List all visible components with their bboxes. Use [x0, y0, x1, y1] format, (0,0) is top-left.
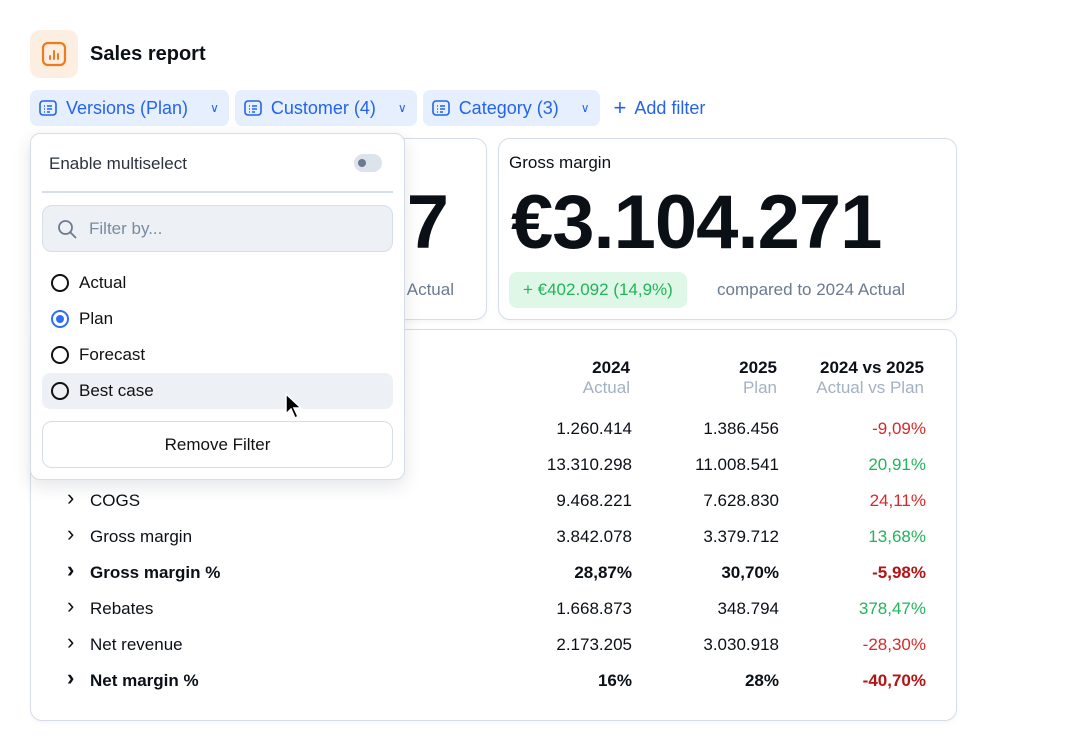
value-diff: -5,98%: [872, 563, 926, 582]
filter-chip-label: Category (3): [458, 97, 559, 118]
filter-search-input[interactable]: [89, 218, 349, 239]
add-filter-button[interactable]: + Add filter: [614, 95, 706, 121]
table-row[interactable]: › Gross margin % 28,87% 30,70% -5,98%: [31, 555, 956, 591]
option-best-case[interactable]: Best case: [42, 373, 393, 409]
multiselect-label: Enable multiselect: [49, 154, 187, 173]
option-label: Best case: [79, 381, 154, 400]
app-logo: [30, 30, 78, 78]
table-row[interactable]: › Rebates 1.668.873 348.794 378,47%: [31, 591, 956, 627]
list-filter-icon: [431, 100, 450, 116]
filter-chip[interactable]: Customer (4) ∨: [234, 90, 417, 126]
value-2025: 30,70%: [721, 563, 779, 582]
option-label: Forecast: [79, 345, 146, 364]
column-version: Actual vs Plan: [816, 378, 924, 397]
value-2025: 28%: [744, 671, 779, 690]
value-2025: 7.628.830: [703, 491, 779, 510]
page-title: Sales report: [90, 43, 206, 65]
value-diff: 13,68%: [868, 527, 926, 546]
value-2024: 16%: [597, 671, 632, 690]
row-label: Rebates: [90, 599, 154, 618]
list-filter-icon: [244, 100, 262, 116]
multiselect-toggle[interactable]: [354, 154, 382, 172]
mouse-cursor-icon: [285, 392, 303, 420]
chevron-down-icon: ∨: [580, 101, 590, 115]
filter-chip-label: Customer (4): [270, 97, 376, 118]
value-diff: -9,09%: [872, 419, 926, 438]
column-year: 2024 vs 2025: [820, 358, 924, 377]
row-label: Net revenue: [90, 635, 183, 654]
kpi-value: 7: [406, 180, 449, 265]
value-diff: -40,70%: [862, 671, 926, 690]
search-icon: [58, 219, 77, 238]
value-diff: 24,11%: [869, 491, 926, 510]
row-label: Gross margin: [90, 527, 193, 546]
chevron-right-icon[interactable]: ›: [67, 521, 75, 546]
chevron-down-icon: ∨: [397, 101, 407, 115]
list-filter-icon: [39, 100, 57, 116]
report-table: 2024 Actual 2025 Plan 2024 vs 2025 Actual vs …: [30, 329, 957, 721]
value-2024: 13.310.298: [546, 455, 632, 474]
kpi-comparison: Actual: [406, 280, 454, 299]
value-2025: 348.794: [717, 599, 779, 618]
versions-dropdown: Enable multiselect Actual Plan Forecast Bes…: [30, 133, 405, 480]
option-plan[interactable]: Plan: [42, 301, 393, 337]
column-version: Plan: [742, 378, 777, 397]
chevron-right-icon[interactable]: ›: [67, 593, 75, 618]
value-diff: 378,47%: [858, 599, 926, 618]
radio-button[interactable]: [51, 346, 69, 364]
column-year: 2024: [592, 358, 630, 377]
option-forecast[interactable]: Forecast: [42, 337, 393, 373]
column-header: 2024 vs 2025 Actual vs Plan: [816, 358, 924, 398]
value-2024: 1.668.873: [556, 599, 632, 618]
column-year: 2025: [739, 358, 777, 377]
value-diff: 20,91%: [868, 455, 926, 474]
chevron-down-icon: ∨: [210, 101, 219, 115]
value-diff: -28,30%: [862, 635, 926, 654]
value-2024: 3.842.078: [556, 527, 632, 546]
value-2024: 1.260.414: [556, 419, 632, 438]
option-label: Plan: [79, 309, 114, 328]
divider: [42, 191, 393, 193]
filter-search: [42, 205, 393, 252]
radio-button[interactable]: [51, 310, 69, 328]
filter-chip[interactable]: Category (3) ∨: [422, 90, 600, 126]
option-actual[interactable]: Actual: [42, 265, 393, 301]
plus-icon: +: [613, 95, 627, 120]
table-row[interactable]: › Net revenue 2.173.205 3.030.918 -28,30%: [31, 627, 956, 663]
column-header: 2024 Actual: [583, 358, 630, 398]
chevron-right-icon[interactable]: ›: [67, 629, 75, 654]
kpi-comparison: compared to 2024 Actual: [717, 280, 906, 299]
value-2025: 11.008.541: [695, 455, 779, 474]
row-label: Net margin %: [90, 671, 199, 690]
value-2024: 28,87%: [574, 563, 632, 582]
table-row[interactable]: › Gross margin 3.842.078 3.379.712 13,68%: [31, 519, 956, 555]
value-2025: 1.386.456: [703, 419, 779, 438]
remove-filter-button[interactable]: Remove Filter: [42, 421, 393, 468]
kpi-label: Gross margin: [509, 153, 612, 172]
chevron-right-icon[interactable]: ›: [67, 485, 75, 510]
column-header: 2025 Plan: [739, 358, 777, 398]
filter-chip-label: Versions (Plan): [66, 97, 189, 118]
radio-button[interactable]: [51, 274, 69, 292]
bar-chart-icon: [41, 41, 67, 67]
kpi-card-gross-margin: Gross margin €3.104.271 + €402.092 (14,9…: [498, 138, 957, 320]
option-label: Actual: [79, 273, 127, 292]
chevron-right-icon[interactable]: ›: [67, 665, 75, 690]
filter-bar: Versions (Plan) ∨ Customer (4) ∨ Category (3…: [30, 90, 705, 126]
kpi-value: €3.104.271: [511, 180, 882, 265]
row-label: Gross margin %: [90, 563, 221, 582]
chevron-right-icon[interactable]: ›: [67, 557, 75, 582]
add-filter-label: Add filter: [634, 97, 706, 118]
value-2024: 9.468.221: [556, 491, 632, 510]
table-row[interactable]: › Net margin % 16% 28% -40,70%: [31, 663, 956, 699]
row-label: COGS: [90, 491, 141, 510]
delta-badge: + €402.092 (14,9%): [509, 272, 687, 308]
column-version: Actual: [582, 378, 630, 397]
value-2025: 3.030.918: [703, 635, 779, 654]
filter-chip[interactable]: Versions (Plan) ∨: [30, 90, 229, 126]
table-row[interactable]: › COGS 9.468.221 7.628.830 24,11%: [31, 483, 956, 519]
value-2024: 2.173.205: [556, 635, 632, 654]
radio-button[interactable]: [51, 382, 69, 400]
value-2025: 3.379.712: [703, 527, 779, 546]
